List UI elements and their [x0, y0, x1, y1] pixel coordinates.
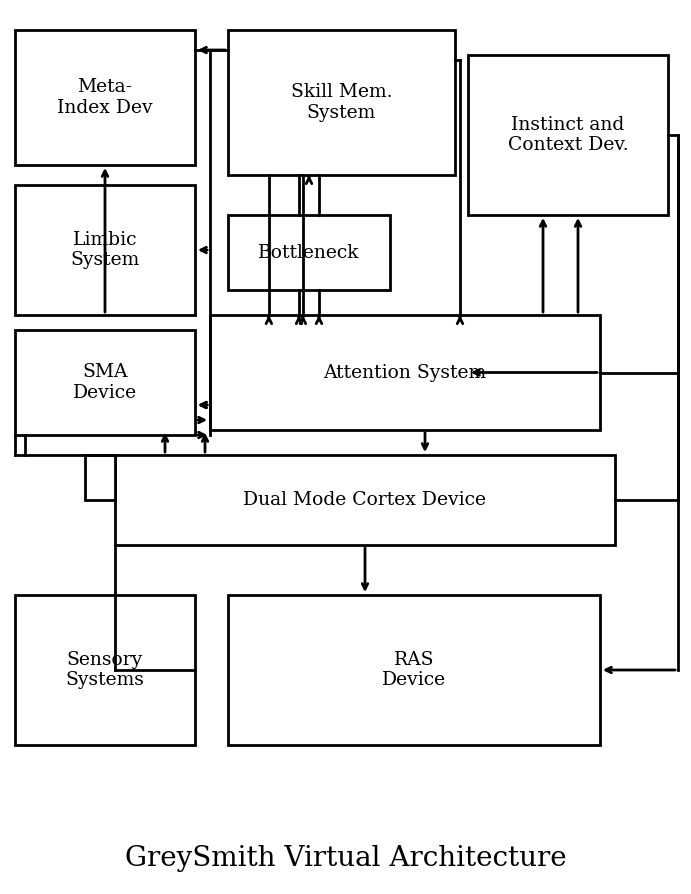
Bar: [15, 595, 195, 745]
Text: Meta-
Index Dev: Meta- Index Dev: [57, 78, 153, 117]
Text: RAS
Device: RAS Device: [382, 651, 446, 689]
Text: Instinct and
Context Dev.: Instinct and Context Dev.: [508, 115, 628, 155]
Text: Sensory
Systems: Sensory Systems: [66, 651, 144, 689]
Bar: [85, 455, 115, 500]
Text: Attention System: Attention System: [323, 364, 486, 382]
Text: SMA
Device: SMA Device: [73, 363, 137, 402]
Text: Bottleneck: Bottleneck: [258, 243, 360, 262]
Text: Limbic
System: Limbic System: [70, 231, 140, 269]
Bar: [15, 30, 195, 165]
Text: GreySmith Virtual Architecture: GreySmith Virtual Architecture: [124, 846, 567, 873]
Bar: [228, 595, 600, 745]
Bar: [228, 30, 455, 175]
Bar: [15, 185, 195, 315]
Bar: [228, 215, 390, 290]
Bar: [115, 455, 615, 545]
Bar: [210, 315, 600, 430]
Bar: [15, 330, 195, 435]
Text: Dual Mode Cortex Device: Dual Mode Cortex Device: [243, 491, 486, 509]
Text: Skill Mem.
System: Skill Mem. System: [291, 83, 392, 122]
Bar: [468, 55, 668, 215]
